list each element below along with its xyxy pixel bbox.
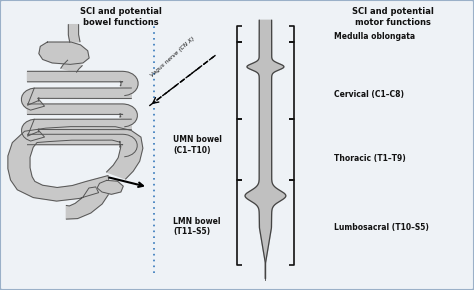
Text: Thoracic (T1–T9): Thoracic (T1–T9): [334, 153, 406, 163]
Text: Medulla oblongata: Medulla oblongata: [334, 32, 415, 41]
Polygon shape: [27, 134, 137, 157]
Polygon shape: [61, 60, 82, 72]
Polygon shape: [21, 88, 131, 110]
Text: Cervical (C1–C8): Cervical (C1–C8): [334, 90, 404, 99]
Polygon shape: [8, 127, 143, 219]
Polygon shape: [68, 25, 80, 42]
Text: Vagus nerve (CN X): Vagus nerve (CN X): [150, 36, 196, 78]
Text: LMN bowel
(T11–S5): LMN bowel (T11–S5): [173, 217, 220, 236]
Polygon shape: [27, 104, 137, 127]
Polygon shape: [97, 180, 123, 194]
Text: SCI and potential
bowel functions: SCI and potential bowel functions: [80, 7, 162, 27]
Text: Lumbosacral (T10–S5): Lumbosacral (T10–S5): [334, 223, 429, 232]
Polygon shape: [39, 42, 89, 64]
Text: SCI and potential
motor functions: SCI and potential motor functions: [353, 7, 434, 27]
Polygon shape: [245, 20, 286, 278]
Polygon shape: [22, 119, 131, 141]
Text: UMN bowel
(C1–T10): UMN bowel (C1–T10): [173, 135, 222, 155]
Polygon shape: [27, 71, 138, 96]
